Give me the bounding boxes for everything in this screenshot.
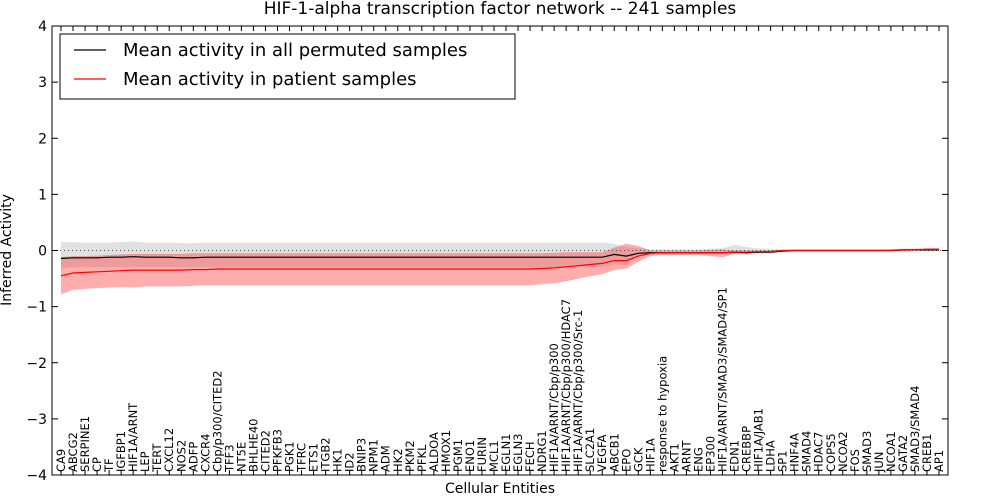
x-category-label: HK1 (331, 448, 345, 472)
y-axis-title: Inferred Activity (0, 194, 15, 306)
x-category-label: PGM1 (451, 439, 465, 472)
x-category-label: NCOA2 (836, 431, 850, 472)
x-category-label: ABCG2 (66, 432, 80, 472)
x-category-label: FOS (848, 449, 862, 472)
x-category-label: CREB1 (920, 434, 934, 473)
chart-title: HIF-1-alpha transcription factor network… (264, 0, 737, 19)
x-category-label: ENO1 (463, 440, 477, 472)
legend-label: Mean activity in patient samples (123, 69, 417, 90)
x-category-label: FURIN (475, 437, 489, 472)
x-category-label: ALDOA (427, 432, 441, 472)
x-category-label: AP1 (932, 450, 946, 472)
x-category-label: BHLHE40 (246, 419, 260, 473)
x-category-label: AKT1 (667, 443, 681, 472)
x-category-label: ADM (379, 445, 393, 472)
x-category-label: JUN (872, 452, 886, 473)
y-tick-label: 4 (38, 19, 47, 35)
y-tick-label: 3 (38, 75, 47, 91)
x-category-label: FECH (523, 441, 537, 472)
x-category-label: SMAD3 (860, 431, 874, 472)
x-category-label: HDAC7 (812, 432, 826, 472)
x-category-label: ID2 (343, 452, 357, 472)
y-tick-label: 1 (38, 187, 47, 203)
x-category-label: CXCL12 (162, 428, 176, 472)
x-category-label: ABCB1 (607, 433, 621, 472)
x-category-label: VEGFA (595, 434, 609, 472)
x-category-label: response to hypoxia (655, 356, 669, 472)
legend-label: Mean activity in all permuted samples (123, 40, 467, 61)
x-category-label: NCOA1 (884, 431, 898, 472)
legend-box (59, 33, 516, 100)
x-category-label: HIF1A/ARNT/Cbp/p300/Src-1 (571, 310, 585, 472)
y-tick-label: −1 (26, 300, 47, 316)
x-category-label: EGLN1 (499, 433, 513, 472)
x-category-label: HK2 (391, 448, 405, 472)
x-category-label: PFKL (415, 444, 429, 472)
x-category-label: TFF3 (222, 444, 236, 473)
x-category-label: CREBBP (740, 426, 754, 472)
x-category-label: CITED2 (259, 430, 273, 472)
series-line-patient (60, 248, 939, 277)
plot-area: −4−3−2−101234CA9ABCG2SERPINE1CPTFIGFBP1H… (26, 19, 949, 484)
x-category-label: HNF4A (788, 433, 802, 472)
x-category-label: EDN1 (728, 440, 742, 472)
x-category-label: HIF1A (643, 438, 657, 472)
x-category-label: HIF1A/ARNT (126, 402, 140, 472)
x-category-label: SMAD3/SMAD4 (908, 386, 922, 472)
x-category-label: TFRC (295, 443, 309, 473)
x-category-label: ITGB2 (319, 437, 333, 472)
x-category-label: PKM2 (403, 440, 417, 472)
x-category-label: GCK (631, 447, 645, 472)
x-category-label: HIF1A/JAB1 (752, 408, 766, 472)
x-category-label: EPO (619, 449, 633, 472)
x-category-label: HIF1A/ARNT/SMAD3/SMAD4/SP1 (716, 287, 730, 472)
x-category-label: IGFBP1 (114, 431, 128, 472)
x-category-label: EGLN3 (511, 433, 525, 472)
x-axis-title: Cellular Entities (445, 481, 555, 497)
y-tick-label: 0 (38, 244, 47, 260)
x-category-label: NDRG1 (535, 430, 549, 472)
x-category-label: HIF1A/ARNT/Cbp/p300 (547, 343, 561, 472)
x-category-label: EP300 (704, 436, 718, 472)
x-category-label: PFKFB3 (271, 429, 285, 472)
x-category-label: HIF1A/ARNT/Cbp/p300/HDAC7 (559, 299, 573, 472)
x-category-label: SMAD4 (800, 431, 814, 472)
x-category-label: SP1 (776, 450, 790, 472)
x-category-label: NPM1 (367, 439, 381, 472)
y-tick-label: −2 (26, 356, 47, 372)
x-category-label: HMOX1 (439, 430, 453, 472)
x-category-label: SERPINE1 (78, 416, 92, 472)
band-permuted (61, 241, 939, 269)
x-category-label: ENG (692, 447, 706, 472)
x-category-label: SLC2A1 (583, 428, 597, 472)
x-category-label: ETS1 (307, 443, 321, 472)
x-category-label: TERT (150, 443, 164, 473)
x-category-label: ADFP (186, 442, 200, 472)
x-category-label: NT5E (234, 442, 248, 472)
x-category-label: BNIP3 (355, 438, 369, 472)
x-category-label: PGK1 (283, 441, 297, 472)
x-category-label: COPS5 (824, 433, 838, 472)
x-category-label: CXCR4 (198, 434, 212, 472)
x-category-label: GATA2 (896, 435, 910, 472)
x-category-label: MCL1 (487, 440, 501, 472)
y-tick-label: −4 (26, 468, 47, 484)
x-category-label: NOS2 (174, 440, 188, 472)
x-category-label: ARNT (679, 440, 693, 472)
x-category-label: LDHA (764, 440, 778, 472)
y-tick-label: −3 (26, 412, 47, 428)
x-category-label: LEP (138, 451, 152, 472)
x-category-label: CP (90, 457, 104, 472)
x-category-label: CA9 (54, 449, 68, 472)
x-category-label: Cbp/p300/CITED2 (210, 370, 224, 472)
x-category-label: TF (102, 458, 116, 473)
y-tick-label: 2 (38, 131, 47, 147)
legend: Mean activity in all permuted samples Mea… (59, 33, 516, 100)
